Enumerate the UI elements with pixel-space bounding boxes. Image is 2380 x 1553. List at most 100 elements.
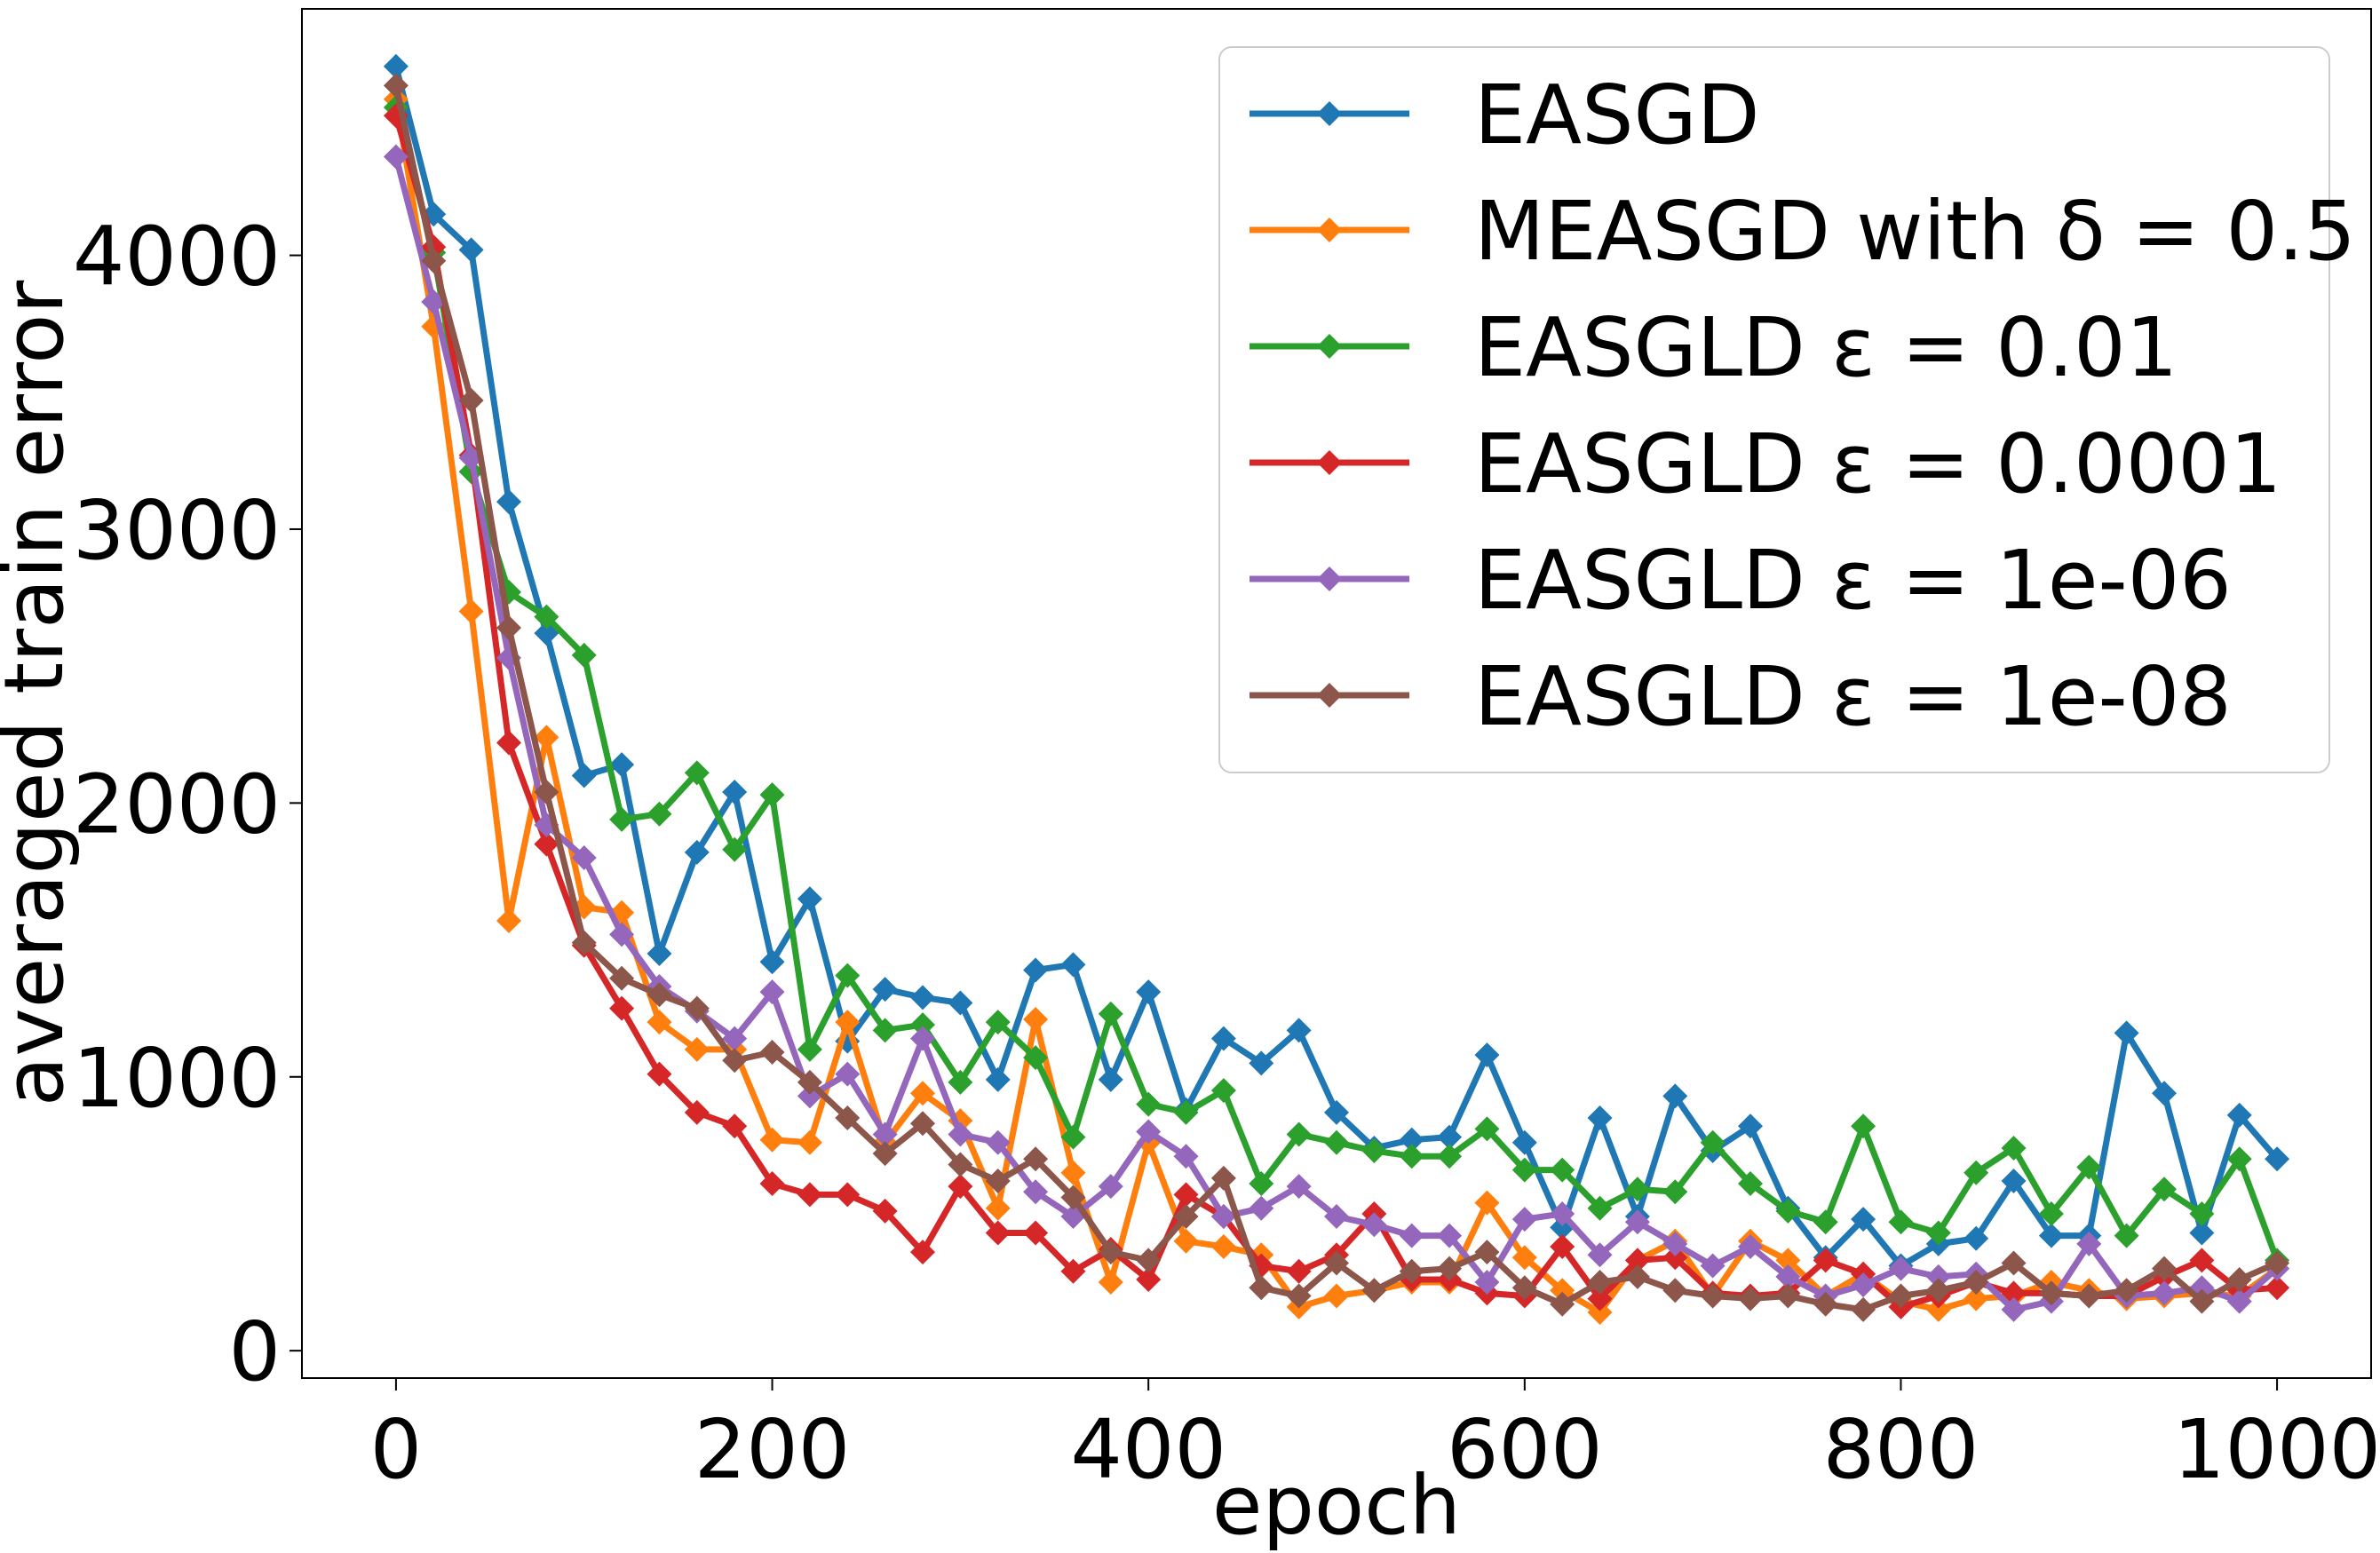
data-point — [1286, 1174, 1312, 1200]
data-point — [910, 985, 935, 1010]
data-point — [684, 1099, 710, 1125]
legend-label: EASGLD ε = 1e-06 — [1474, 533, 2232, 628]
data-point — [2114, 1020, 2139, 1046]
data-point — [1662, 1231, 1688, 1256]
data-point — [496, 907, 521, 933]
legend-marker — [1317, 101, 1342, 126]
data-point — [1624, 1248, 1650, 1273]
data-point — [2152, 1280, 2177, 1306]
data-point — [2001, 1168, 2027, 1193]
data-point — [948, 1152, 973, 1177]
data-point — [609, 806, 635, 832]
data-point — [534, 780, 559, 805]
data-point — [458, 237, 484, 263]
data-point — [496, 614, 521, 640]
data-point — [1437, 1256, 1463, 1281]
data-point — [1060, 1185, 1086, 1210]
data-point — [797, 1069, 822, 1095]
data-point — [1662, 1083, 1688, 1109]
data-point — [722, 836, 748, 862]
data-point — [2226, 1266, 2252, 1292]
data-point — [1813, 1248, 1838, 1273]
data-point — [1624, 1209, 1650, 1235]
data-point — [1361, 1212, 1387, 1238]
data-point — [1888, 1283, 1914, 1309]
data-point — [910, 1012, 935, 1038]
data-point — [985, 1220, 1011, 1246]
data-point — [1738, 1113, 1763, 1139]
data-point — [948, 1121, 973, 1147]
data-point — [2076, 1283, 2102, 1309]
data-point — [2226, 1146, 2252, 1172]
data-point — [1437, 1223, 1463, 1248]
data-point — [759, 1127, 785, 1153]
data-point — [609, 922, 635, 947]
data-point — [383, 53, 409, 79]
data-point — [1474, 1042, 1500, 1068]
data-point — [1851, 1207, 1876, 1232]
data-point — [1587, 1105, 1613, 1131]
data-point — [2001, 1250, 2027, 1276]
data-point — [1361, 1138, 1387, 1164]
data-point — [2152, 1177, 2177, 1202]
data-point — [1210, 1165, 1236, 1191]
data-point — [458, 388, 484, 414]
data-point — [722, 1048, 748, 1074]
series-0 — [383, 53, 2290, 1279]
data-point — [1173, 1099, 1199, 1125]
data-point — [1813, 1291, 1838, 1317]
data-point — [496, 489, 521, 515]
data-point — [1624, 1177, 1650, 1202]
data-point — [1060, 952, 1086, 978]
data-point — [2226, 1102, 2252, 1128]
data-point — [2265, 1146, 2290, 1172]
data-point — [835, 963, 861, 988]
data-point — [872, 1198, 898, 1224]
data-point — [1210, 1233, 1236, 1259]
data-point — [647, 1061, 672, 1087]
data-point — [1361, 1278, 1387, 1303]
data-point — [1136, 979, 1162, 1005]
data-point — [1437, 1124, 1463, 1150]
data-point — [1399, 1258, 1424, 1284]
data-point — [722, 1113, 748, 1139]
data-point — [1324, 1099, 1349, 1125]
data-point — [1249, 1195, 1274, 1221]
data-point — [759, 979, 785, 1005]
data-point — [1587, 1270, 1613, 1295]
data-point — [1964, 1160, 1989, 1185]
axes-frame — [301, 8, 2372, 1379]
data-point — [2114, 1278, 2139, 1303]
data-point — [1249, 1050, 1274, 1076]
data-point — [1775, 1283, 1801, 1309]
data-point — [1136, 1266, 1162, 1292]
data-point — [1888, 1256, 1914, 1281]
data-point — [1662, 1245, 1688, 1271]
data-point — [1060, 1124, 1086, 1150]
data-point — [2038, 1280, 2064, 1306]
data-point — [1286, 1283, 1312, 1309]
data-point — [2001, 1296, 2027, 1322]
data-point — [1964, 1270, 1989, 1295]
data-point — [2114, 1223, 2139, 1248]
data-point — [835, 1182, 861, 1208]
data-point — [1210, 1026, 1236, 1051]
data-point — [1550, 1233, 1575, 1259]
data-point — [1700, 1253, 1726, 1279]
data-point — [2038, 1223, 2064, 1248]
legend-marker — [1317, 334, 1342, 359]
data-point — [1550, 1157, 1575, 1183]
data-point — [1775, 1264, 1801, 1289]
data-point — [910, 1081, 935, 1106]
y-tick-label: 4000 — [73, 210, 281, 305]
legend-marker — [1317, 218, 1342, 242]
x-axis: 0 200 400 600 800 1000 — [370, 1378, 2380, 1497]
data-point — [2001, 1135, 2027, 1161]
data-point — [684, 1036, 710, 1062]
data-point — [1023, 1006, 1049, 1032]
legend-frame — [1218, 46, 2330, 773]
data-point — [1173, 1228, 1199, 1254]
data-point — [910, 1111, 935, 1137]
data-point — [383, 144, 409, 170]
